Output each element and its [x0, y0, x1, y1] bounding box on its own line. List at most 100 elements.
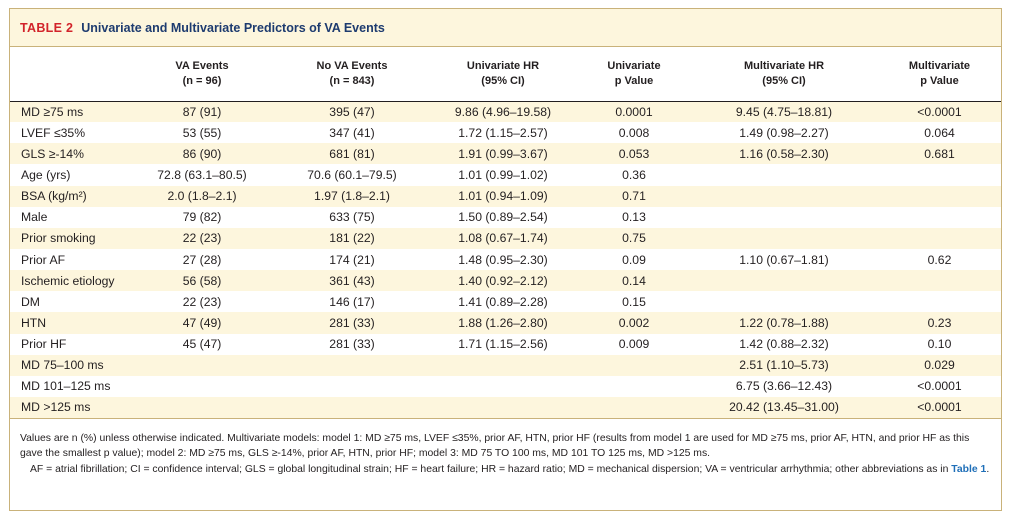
- table-cell: [276, 396, 428, 419]
- table-cell: [690, 227, 878, 249]
- table-cell: <0.0001: [878, 375, 1001, 397]
- column-header-line2: (95% CI): [481, 74, 525, 87]
- table-cell: 72.8 (63.1–80.5): [128, 164, 276, 186]
- table-cell: 281 (33): [276, 333, 428, 355]
- row-label: MD 101–125 ms: [10, 375, 128, 397]
- table-cell: <0.0001: [878, 396, 1001, 419]
- table-cell: 1.71 (1.15–2.56): [428, 333, 578, 355]
- table-cell: [878, 270, 1001, 292]
- table-cell: 0.064: [878, 122, 1001, 144]
- column-header: Multivariate p Value: [878, 47, 1001, 102]
- column-header-line1: Univariate: [607, 59, 661, 72]
- table-cell: 20.42 (13.45–31.00): [690, 396, 878, 419]
- column-header: Multivariate HR (95% CI): [690, 47, 878, 102]
- table-row: GLS ≥-14% 86 (90) 681 (81) 1.91 (0.99–3.67)…: [10, 143, 1001, 165]
- column-header: No VA Events (n = 843): [276, 47, 428, 102]
- column-header-line2: (n = 843): [329, 74, 375, 87]
- row-label: BSA (kg/m²): [10, 185, 128, 207]
- table-cell: [578, 375, 690, 397]
- table-cell: 361 (43): [276, 270, 428, 292]
- table-row: MD ≥75 ms 87 (91) 395 (47) 9.86 (4.96–19.58…: [10, 101, 1001, 123]
- table-cell: 1.01 (0.99–1.02): [428, 164, 578, 186]
- column-header-line2: p Value: [920, 74, 959, 87]
- table-cell: 53 (55): [128, 122, 276, 144]
- header-row: VA Events (n = 96) No VA Events (n = 843) Un…: [10, 47, 1001, 102]
- table-cell: 22 (23): [128, 227, 276, 249]
- column-header: VA Events (n = 96): [128, 47, 276, 102]
- table-cell: 0.10: [878, 333, 1001, 355]
- table-1-link[interactable]: Table 1: [951, 463, 987, 475]
- table-cell: 1.22 (0.78–1.88): [690, 312, 878, 334]
- column-header-line2: p Value: [614, 74, 654, 87]
- column-header-line1: Multivariate HR: [743, 59, 825, 72]
- table-row: MD 75–100 ms 2.51 (1.10–5.73) 0.029: [10, 354, 1001, 376]
- table-cell: 47 (49): [128, 312, 276, 334]
- column-header-line1: VA Events: [175, 59, 229, 72]
- table-cell: [428, 375, 578, 397]
- table-cell: 347 (41): [276, 122, 428, 144]
- table-cell: 174 (21): [276, 248, 428, 271]
- row-label: Prior AF: [10, 248, 128, 271]
- table-cell: 1.01 (0.94–1.09): [428, 185, 578, 207]
- table-cell: 1.72 (1.15–2.57): [428, 122, 578, 144]
- column-header-line1: No VA Events: [316, 59, 388, 72]
- table-cell: 87 (91): [128, 101, 276, 123]
- table-cell: 0.71: [578, 185, 690, 207]
- predictors-table: VA Events (n = 96) No VA Events (n = 843) Un…: [10, 47, 1001, 419]
- table-cell: 56 (58): [128, 270, 276, 292]
- footnote-period: .: [986, 463, 990, 475]
- table-cell: 1.88 (1.26–2.80): [428, 312, 578, 334]
- row-label: Ischemic etiology: [10, 270, 128, 292]
- table-cell: [690, 164, 878, 186]
- table-cell: [276, 354, 428, 376]
- table-cell: 1.48 (0.95–2.30): [428, 248, 578, 271]
- table-cell: 0.009: [578, 333, 690, 355]
- table-cell: 0.15: [578, 291, 690, 313]
- table-cell: 45 (47): [128, 333, 276, 355]
- table-cell: 79 (82): [128, 206, 276, 228]
- table-figure: TABLE 2 Univariate and Multivariate Pred…: [9, 8, 1002, 511]
- table-cell: [578, 396, 690, 419]
- table-cell: 70.6 (60.1–79.5): [276, 164, 428, 186]
- table-cell: 86 (90): [128, 143, 276, 165]
- table-number: TABLE 2: [20, 20, 74, 35]
- table-cell: 1.40 (0.92–2.12): [428, 270, 578, 292]
- footnote-abbreviations: AF = atrial fibrillation; CI = confidenc…: [20, 462, 991, 478]
- table-cell: [128, 375, 276, 397]
- table-cell: [690, 270, 878, 292]
- table-cell: [690, 206, 878, 228]
- table-cell: [690, 291, 878, 313]
- table-row: Male 79 (82) 633 (75) 1.50 (0.89–2.54) 0.13: [10, 206, 1001, 228]
- table-row: LVEF ≤35% 53 (55) 347 (41) 1.72 (1.15–2.57)…: [10, 122, 1001, 144]
- table-cell: 0.681: [878, 143, 1001, 165]
- row-label: Prior HF: [10, 333, 128, 355]
- table-row: MD 101–125 ms 6.75 (3.66–12.43) <0.0001: [10, 375, 1001, 397]
- table-cell: 1.42 (0.88–2.32): [690, 333, 878, 355]
- row-label: MD >125 ms: [10, 396, 128, 419]
- table-cell: 0.053: [578, 143, 690, 165]
- column-header: Univariate HR (95% CI): [428, 47, 578, 102]
- row-label: LVEF ≤35%: [10, 122, 128, 144]
- table-caption: TABLE 2 Univariate and Multivariate Pred…: [10, 9, 1001, 47]
- column-header-line2: (n = 96): [182, 74, 222, 87]
- row-label: Prior smoking: [10, 227, 128, 249]
- row-label: HTN: [10, 312, 128, 334]
- table-cell: 0.75: [578, 227, 690, 249]
- footnote-models: Values are n (%) unless otherwise indica…: [20, 432, 970, 460]
- row-label: GLS ≥-14%: [10, 143, 128, 165]
- table-cell: 0.029: [878, 354, 1001, 376]
- table-cell: 1.16 (0.58–2.30): [690, 143, 878, 165]
- table-row: Prior AF 27 (28) 174 (21) 1.48 (0.95–2.30) 0…: [10, 248, 1001, 271]
- table-cell: 0.62: [878, 248, 1001, 271]
- column-header: Univariate p Value: [578, 47, 690, 102]
- table-cell: 0.23: [878, 312, 1001, 334]
- table-row: Age (yrs) 72.8 (63.1–80.5) 70.6 (60.1–79.5…: [10, 164, 1001, 186]
- table-cell: [578, 354, 690, 376]
- table-title: Univariate and Multivariate Predictors o…: [81, 20, 385, 35]
- table-cell: 0.09: [578, 248, 690, 271]
- table-cell: 0.008: [578, 122, 690, 144]
- table-cell: 0.14: [578, 270, 690, 292]
- table-cell: 9.86 (4.96–19.58): [428, 101, 578, 123]
- table-cell: 395 (47): [276, 101, 428, 123]
- column-header-line1: Multivariate: [908, 59, 971, 72]
